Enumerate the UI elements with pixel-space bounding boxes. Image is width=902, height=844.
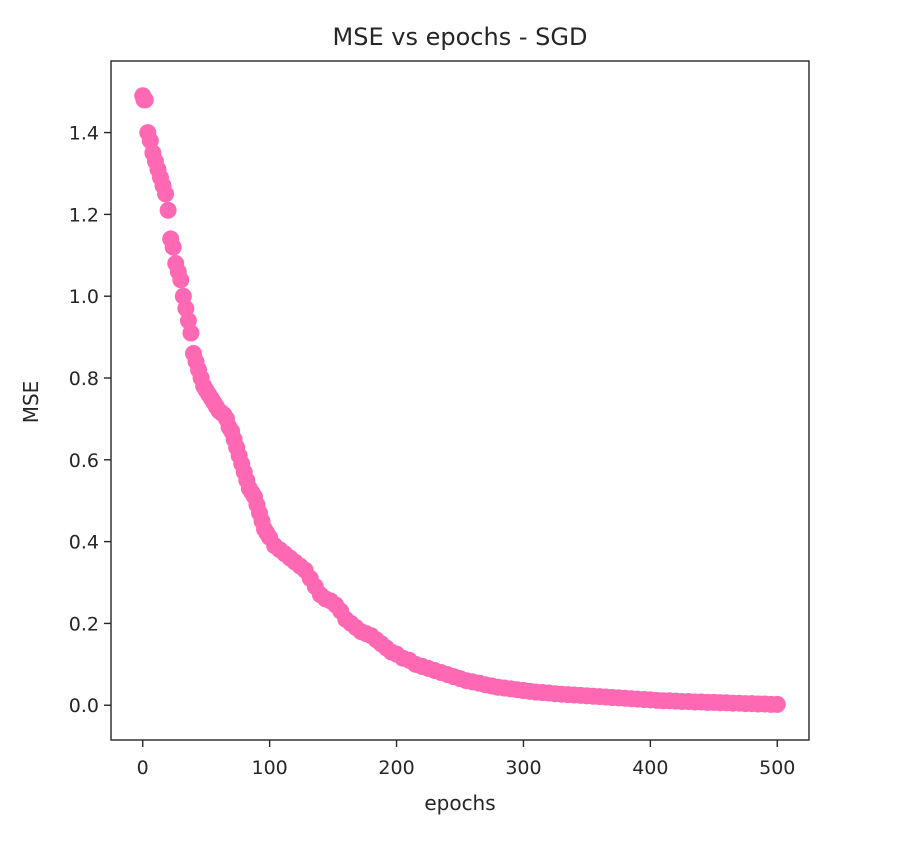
y-tick-label: 0.4 xyxy=(69,532,99,554)
plot-frame xyxy=(110,60,810,741)
x-tick-label: 0 xyxy=(137,757,149,779)
data-point xyxy=(136,91,154,109)
data-point xyxy=(172,271,190,289)
x-tick-label: 300 xyxy=(505,757,541,779)
y-tick-label: 0.6 xyxy=(69,450,99,472)
x-tick-label: 500 xyxy=(759,757,795,779)
data-point xyxy=(182,324,200,342)
chart-title: MSE vs epochs - SGD xyxy=(333,23,588,51)
data-point xyxy=(157,185,175,203)
y-tick-label: 1.4 xyxy=(69,123,99,145)
x-axis-label: epochs xyxy=(424,791,495,815)
data-points xyxy=(134,87,786,713)
x-tick-label: 200 xyxy=(378,757,414,779)
x-axis-ticks: 0 100 200 300 400 500 xyxy=(137,740,795,779)
data-point xyxy=(768,695,786,713)
y-tick-label: 0.0 xyxy=(69,695,99,717)
x-tick-label: 400 xyxy=(632,757,668,779)
y-tick-label: 0.2 xyxy=(69,613,99,635)
y-axis-ticks: 0.0 0.2 0.4 0.6 0.8 1.0 1.2 1.4 xyxy=(69,123,111,717)
x-tick-label: 100 xyxy=(252,757,288,779)
data-point xyxy=(159,201,177,219)
y-tick-label: 1.0 xyxy=(69,286,99,308)
y-tick-label: 0.8 xyxy=(69,368,99,390)
data-point xyxy=(164,238,182,256)
y-tick-label: 1.2 xyxy=(69,204,99,226)
y-axis-label: MSE xyxy=(19,381,43,424)
